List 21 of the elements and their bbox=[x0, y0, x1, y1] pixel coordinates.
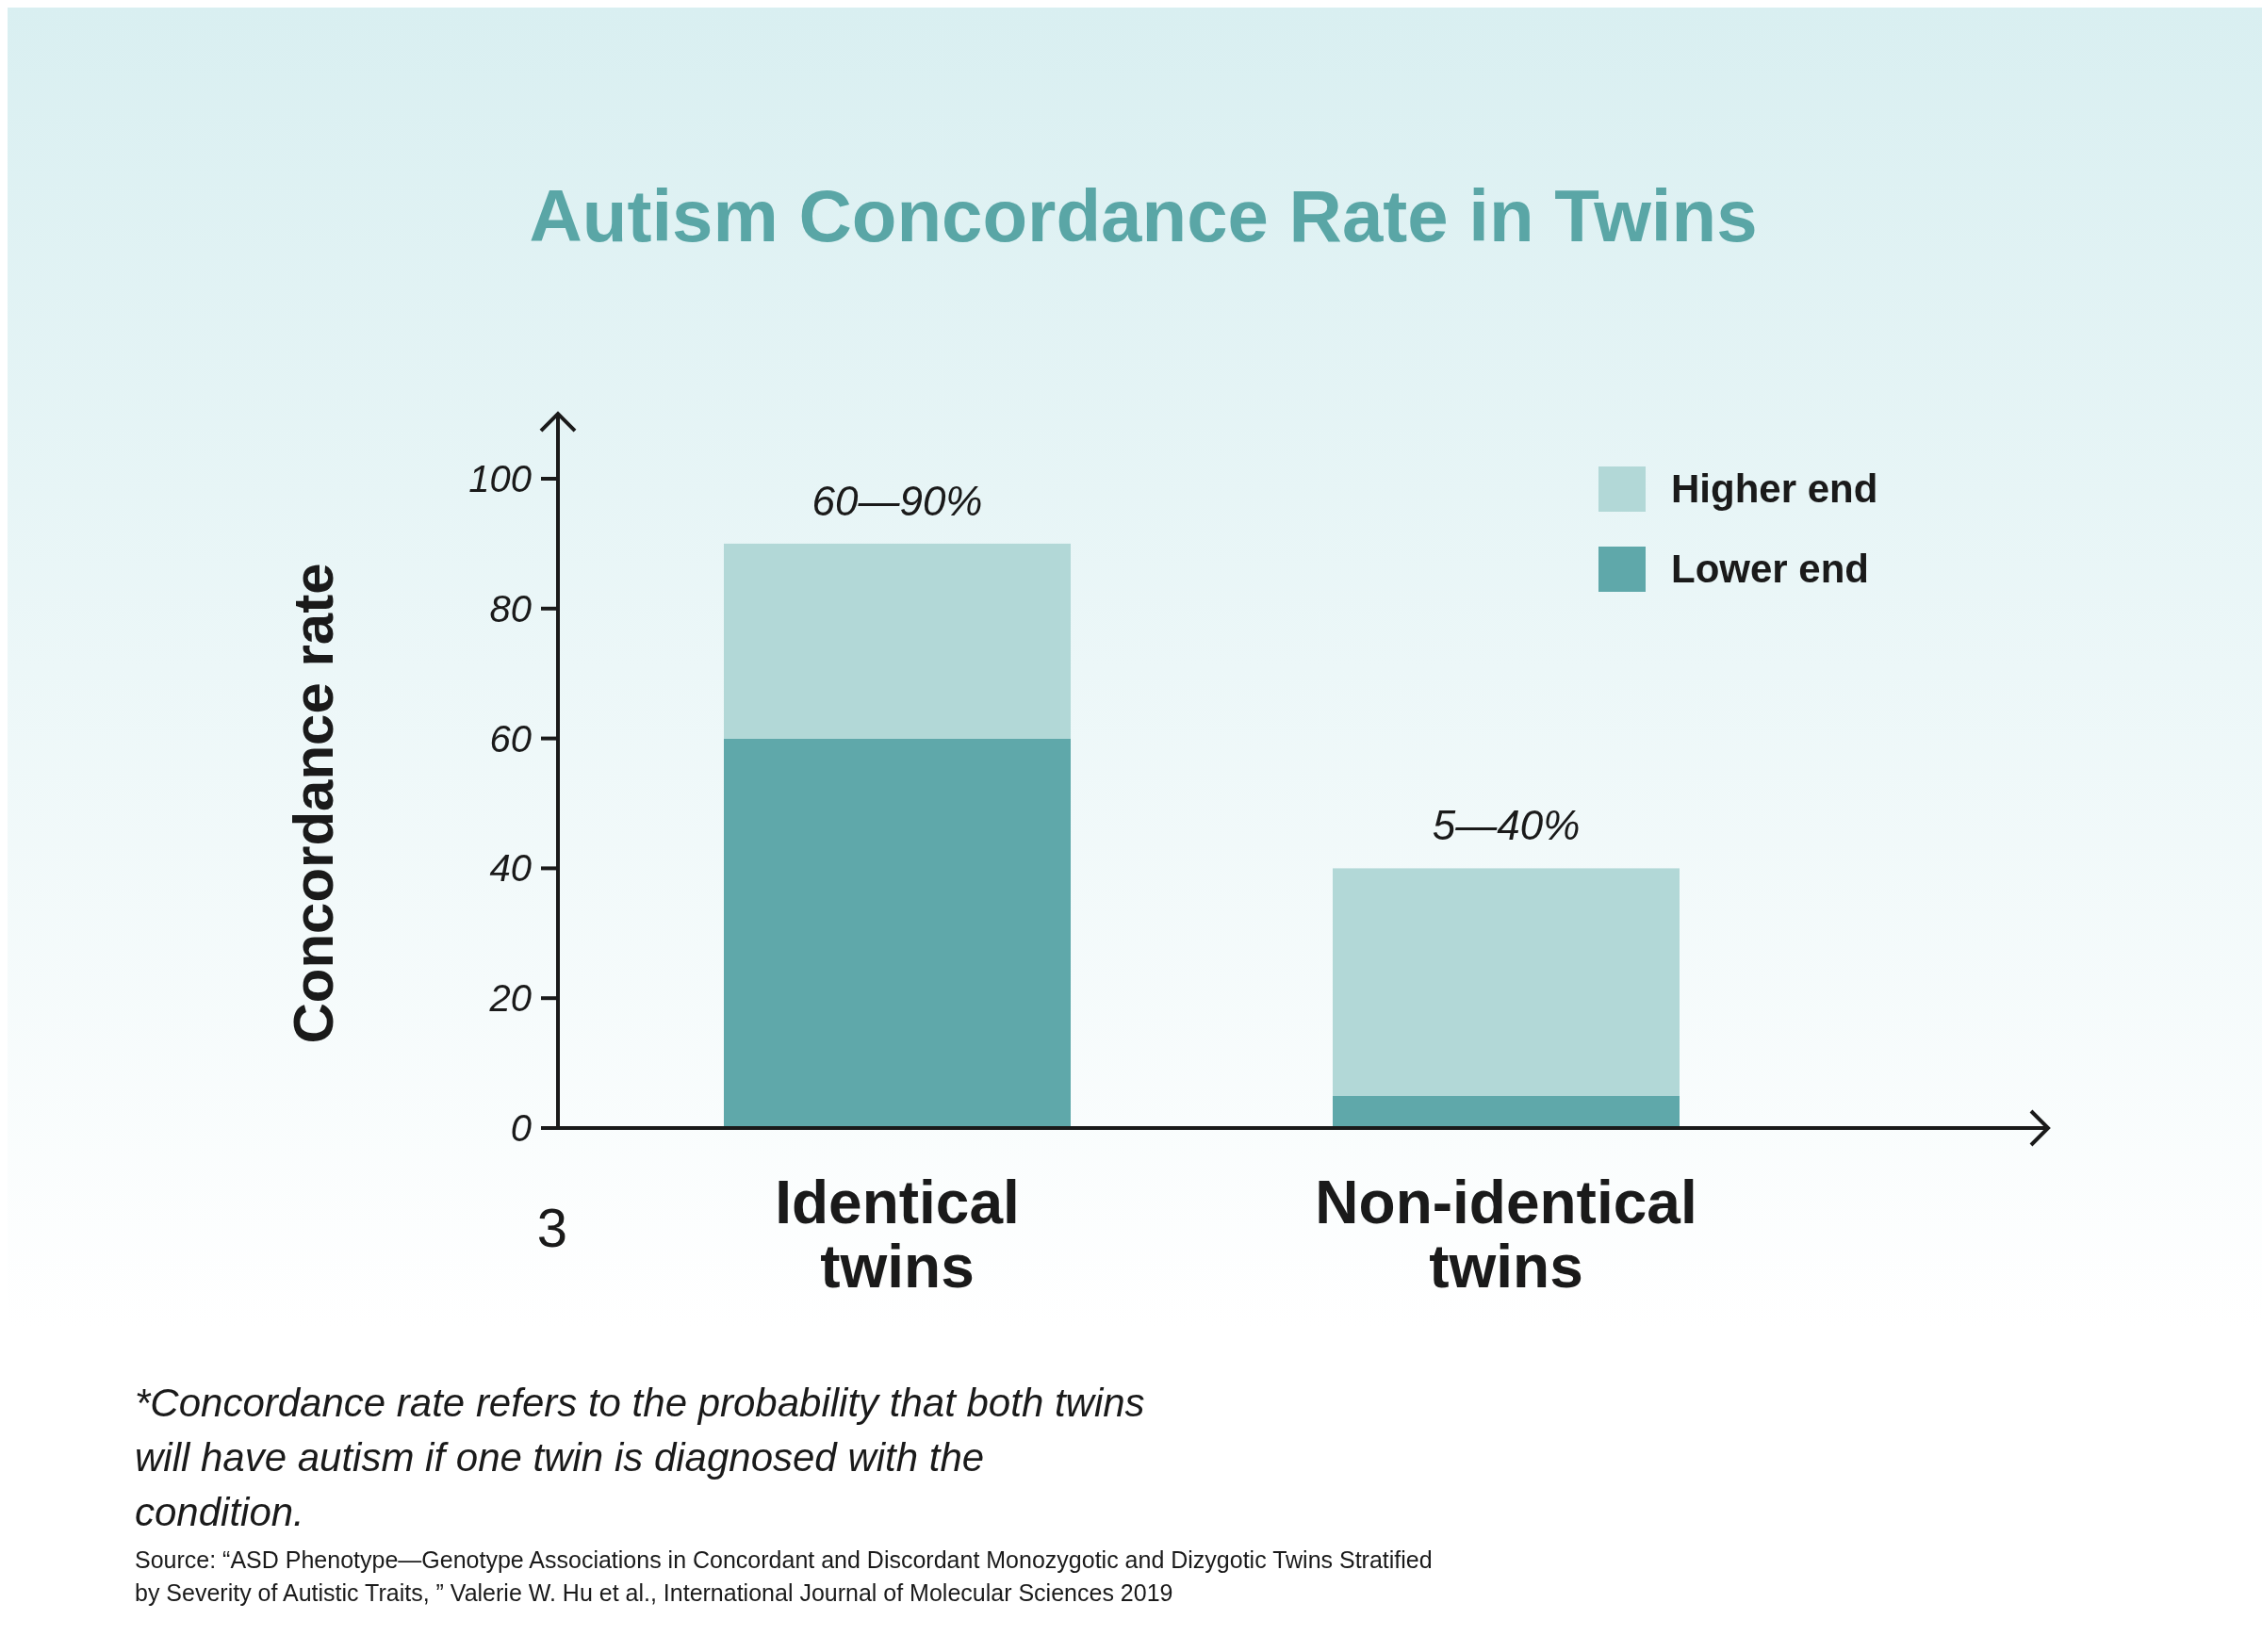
legend-label: Lower end bbox=[1671, 547, 1870, 591]
y-tick-label: 0 bbox=[510, 1107, 532, 1149]
x-tick-label: Non-identical twins bbox=[1315, 1169, 1697, 1300]
legend-label: Higher end bbox=[1671, 466, 1878, 511]
source-note: Source: “ASD Phenotype—Genotype Associations in Concordant and Discordant Monozygotic and Dizygotic Twins Stratified by Severity of Autistic Traits, ” Valerie W. Hu et al., International Journal of Molecular Sciences 2019 bbox=[135, 1546, 1433, 1606]
bar bbox=[724, 738, 1071, 1128]
y-tick-label: 60 bbox=[489, 717, 532, 760]
y-tick-label: 40 bbox=[489, 847, 532, 890]
annotation: 5—40% bbox=[1432, 802, 1581, 849]
text: 3 bbox=[536, 1197, 568, 1258]
y-tick-label: 100 bbox=[468, 458, 532, 499]
chart-title: Autism Concordance Rate in Twins bbox=[529, 174, 1758, 257]
y-axis-title: Concordance rate bbox=[282, 563, 345, 1044]
y-tick-label: 20 bbox=[488, 977, 532, 1020]
bar bbox=[1333, 1095, 1680, 1128]
annotation: 60—90% bbox=[811, 477, 983, 524]
y-tick-label: 80 bbox=[489, 587, 532, 630]
text: *Concordance rate refers to the probability that both twins will have autism if one twin is diagnosed with the condition. bbox=[135, 1381, 1145, 1534]
bar bbox=[1333, 868, 1680, 1096]
bar bbox=[724, 543, 1071, 739]
x-tick-label: Identical twins bbox=[775, 1169, 1020, 1300]
